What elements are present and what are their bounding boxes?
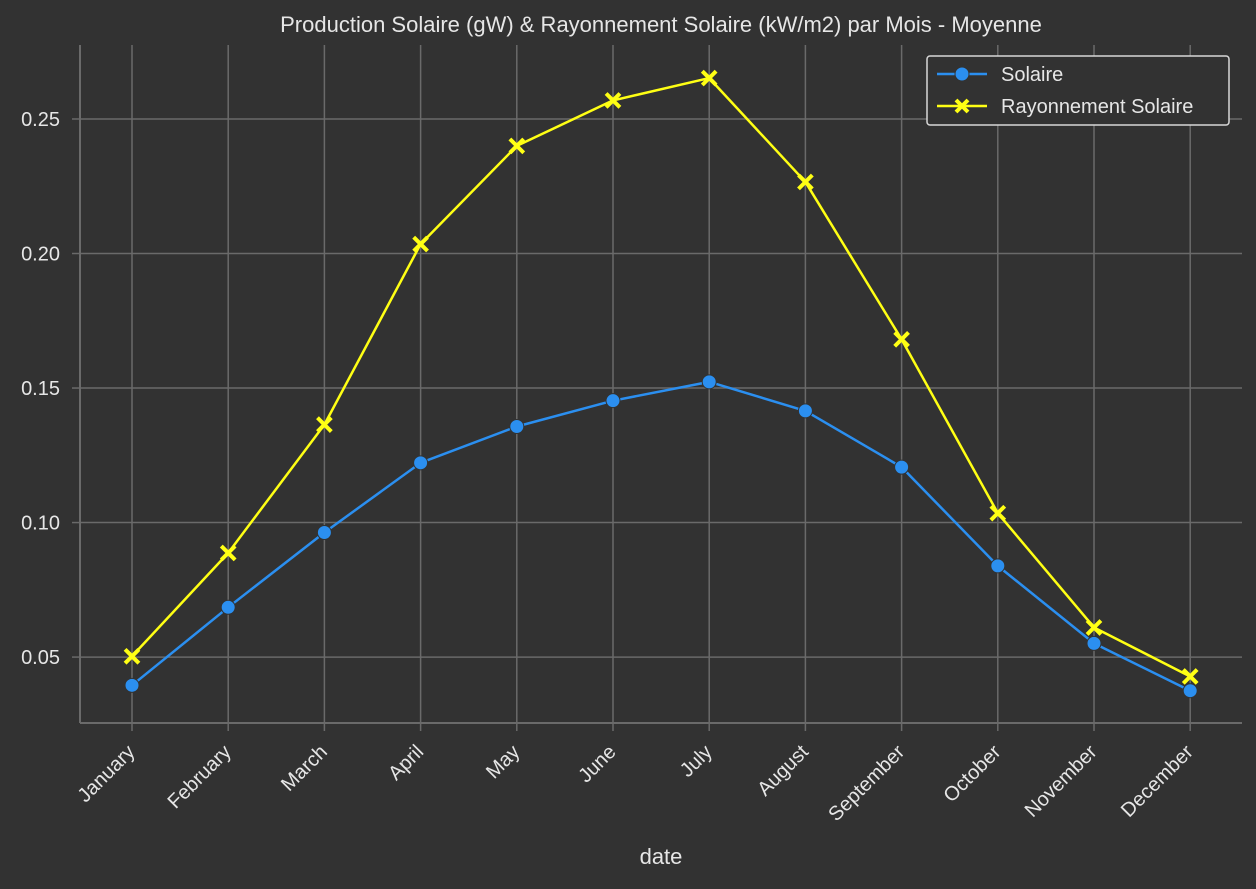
data-point-solaire <box>316 525 332 541</box>
data-point-rayonnement-solaire <box>604 92 622 109</box>
series-line-solaire <box>131 380 1191 692</box>
data-point-rayonnement-solaire <box>989 504 1007 522</box>
data-point-rayonnement-solaire <box>1085 619 1103 636</box>
data-point-rayonnement-solaire <box>508 137 526 155</box>
data-point-rayonnement-solaire <box>219 544 237 562</box>
y-tick-label: 0.20 <box>21 244 60 266</box>
data-point-rayonnement-solaire <box>1181 668 1199 685</box>
data-point-solaire <box>605 393 621 409</box>
data-point-rayonnement-solaire <box>123 647 141 665</box>
data-point-rayonnement-solaire <box>412 235 429 253</box>
y-tick-label: 0.15 <box>21 378 60 400</box>
x-axis-label: date <box>640 844 683 869</box>
data-point-solaire <box>797 403 813 419</box>
data-point-rayonnement-solaire <box>700 69 718 87</box>
y-tick-label: 0.25 <box>21 109 60 131</box>
data-point-rayonnement-solaire <box>893 331 910 348</box>
legend-label-solaire: Solaire <box>1001 64 1063 86</box>
grid-lines <box>80 45 1242 723</box>
data-point-rayonnement-solaire <box>316 416 333 433</box>
y-tick-label: 0.05 <box>21 647 60 669</box>
data-point-solaire <box>413 455 429 471</box>
series-line-rayonnement-solaire <box>131 76 1191 678</box>
data-point-rayonnement-solaire <box>797 173 814 191</box>
data-point-solaire <box>1086 635 1102 651</box>
series-layer <box>123 69 1199 699</box>
data-point-solaire <box>220 599 236 615</box>
y-tick-label: 0.10 <box>21 513 60 535</box>
legend: Solaire Rayonnement Solaire <box>926 55 1230 126</box>
chart-title: Production Solaire (gW) & Rayonnement So… <box>280 12 1042 37</box>
legend-label-rayonnement: Rayonnement Solaire <box>1001 96 1193 118</box>
data-point-solaire <box>701 374 717 390</box>
data-point-solaire <box>509 419 525 435</box>
legend-box <box>926 55 1230 126</box>
data-point-solaire <box>990 558 1006 574</box>
legend-marker-rayonnement <box>954 98 970 114</box>
data-point-solaire <box>1182 683 1198 699</box>
data-point-solaire <box>894 459 910 475</box>
legend-marker-solaire <box>954 66 970 82</box>
data-point-solaire <box>124 677 140 693</box>
